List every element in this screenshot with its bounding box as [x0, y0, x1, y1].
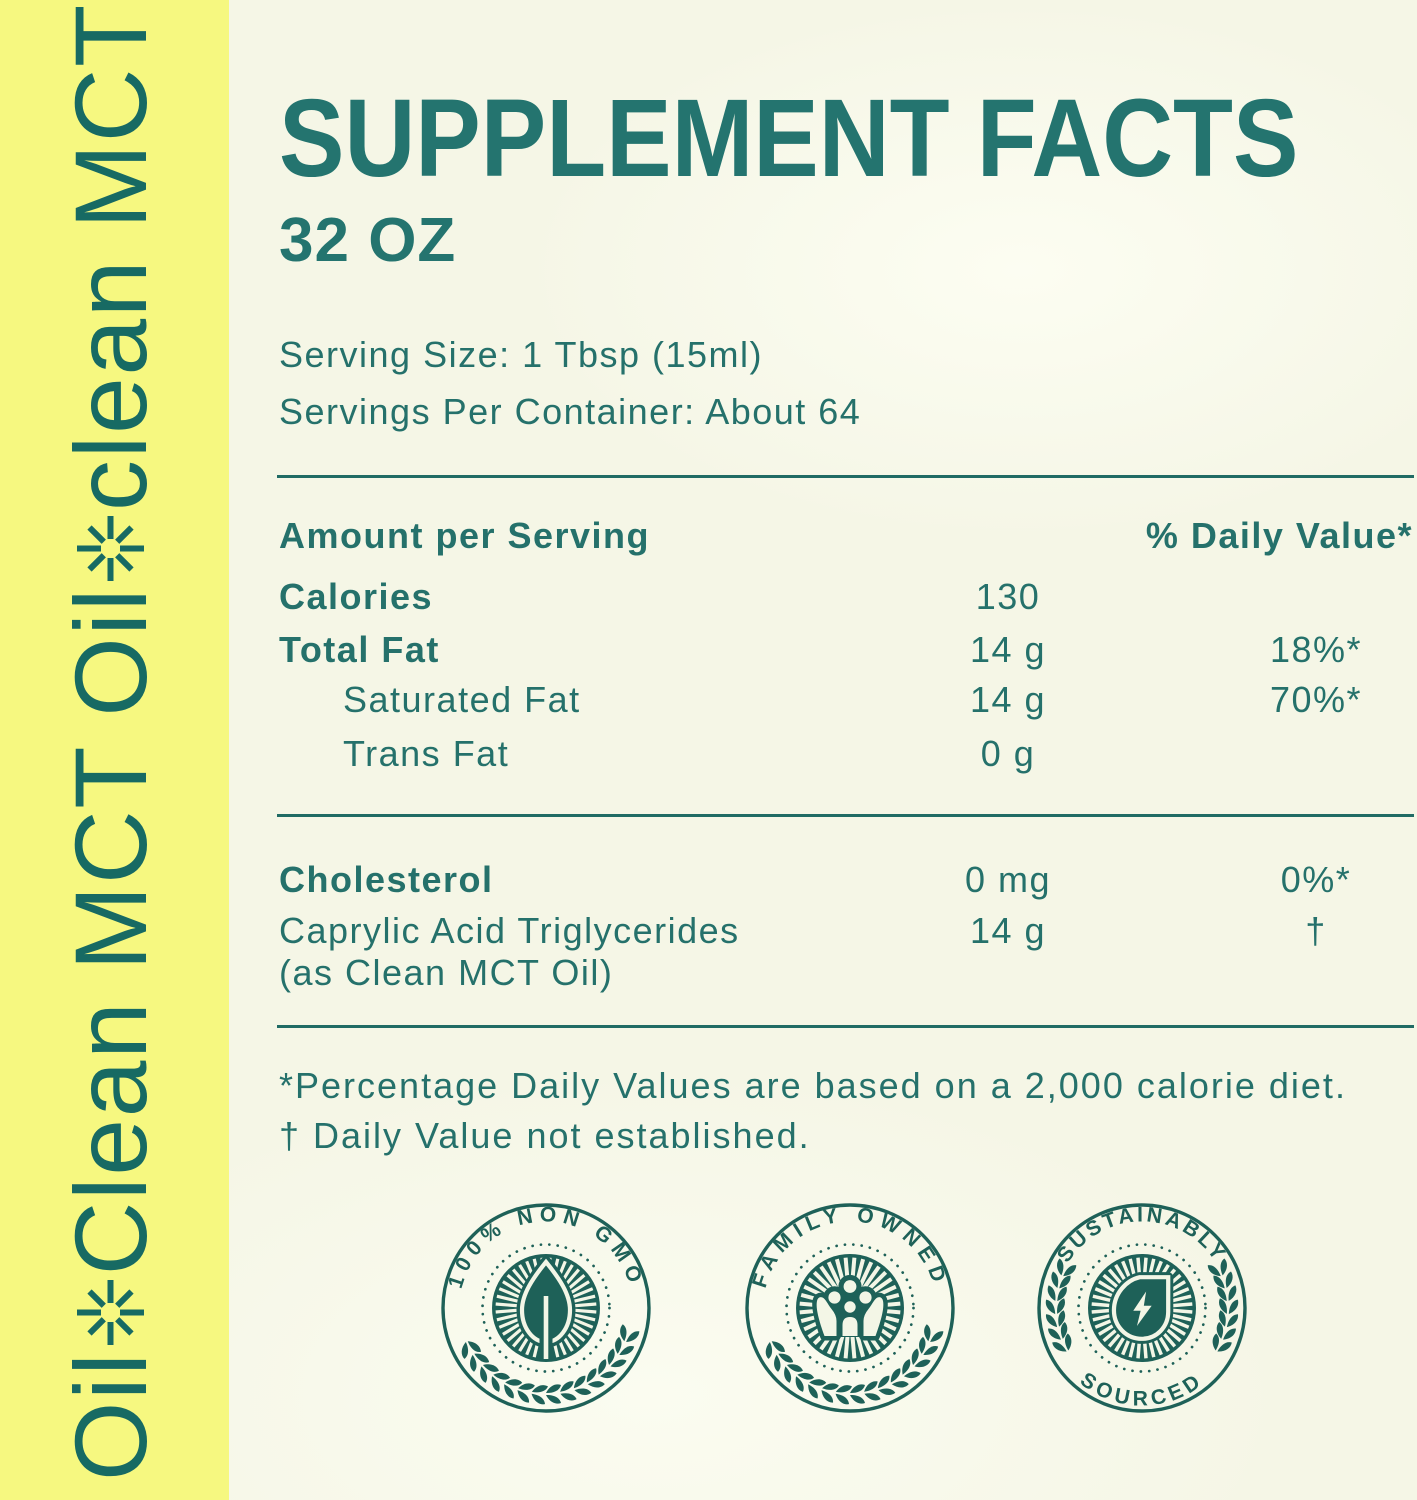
svg-text:SOURCED: SOURCED [1076, 1368, 1208, 1410]
